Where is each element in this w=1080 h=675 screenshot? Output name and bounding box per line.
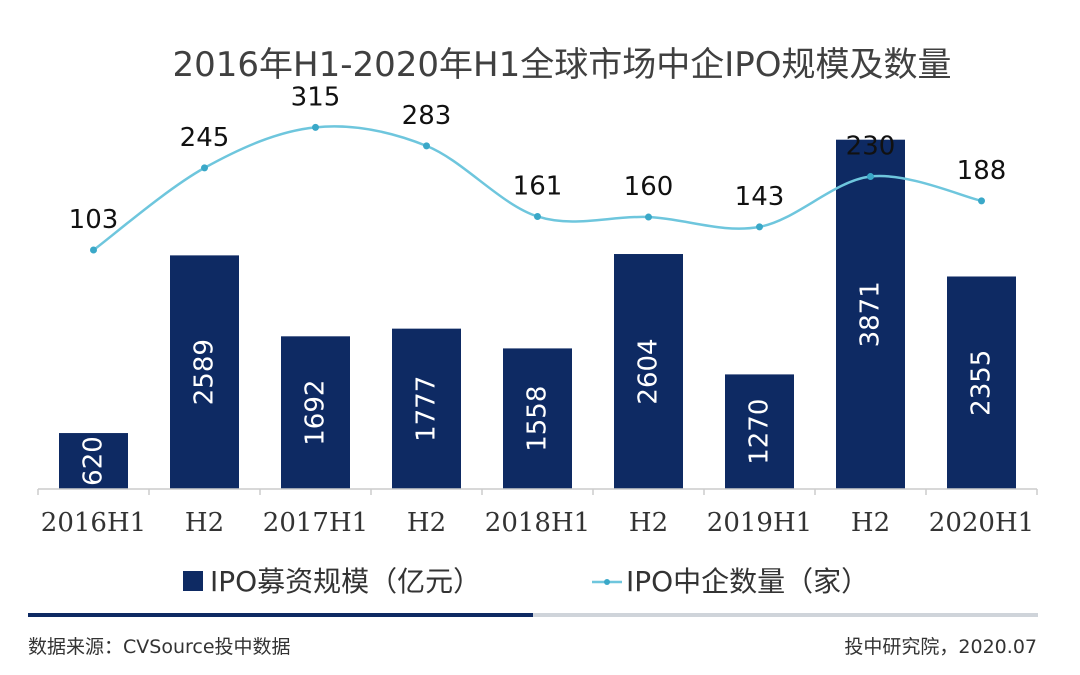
line-point-label: 103 bbox=[69, 205, 119, 235]
bar-labels-group: 620 2589 1692 1777 1558 2604 1270 3871 2355 bbox=[79, 281, 997, 486]
line-point-label: 161 bbox=[513, 171, 563, 201]
bar bbox=[392, 328, 461, 489]
legend-bar-label: IPO募资规模（亿元） bbox=[210, 565, 481, 598]
x-tick-label: H2 bbox=[851, 508, 890, 538]
x-tick-label: 2016H1 bbox=[41, 508, 146, 538]
line-point-label: 188 bbox=[957, 156, 1007, 186]
x-tick-label: 2019H1 bbox=[707, 508, 812, 538]
bar bbox=[170, 255, 239, 489]
legend-line-label: IPO中企数量（家） bbox=[626, 565, 869, 598]
legend-bar-swatch bbox=[183, 571, 203, 591]
line-group bbox=[90, 123, 985, 254]
line-point-label: 230 bbox=[846, 132, 896, 162]
x-tick-label: 2018H1 bbox=[485, 508, 590, 538]
line-point bbox=[201, 164, 208, 172]
line-point bbox=[312, 123, 319, 131]
legend-line-marker bbox=[604, 579, 610, 585]
bar-value-label: 620 bbox=[79, 436, 109, 486]
bars-group bbox=[59, 139, 1016, 489]
bar bbox=[725, 374, 794, 489]
bar-value-label: 1558 bbox=[523, 386, 553, 452]
bar-value-label: 1777 bbox=[412, 376, 442, 442]
line-point bbox=[423, 142, 430, 150]
bar bbox=[614, 254, 683, 489]
line-point-label: 315 bbox=[291, 82, 341, 112]
bar bbox=[836, 139, 905, 489]
line-point bbox=[756, 223, 763, 231]
point-labels-group: 103 245 315 283 161 160 143 230 188 bbox=[69, 82, 1007, 235]
footer-source: 数据来源：CVSource投中数据 bbox=[28, 636, 291, 658]
x-tick-label: 2017H1 bbox=[263, 508, 368, 538]
bar-value-label: 2355 bbox=[967, 350, 997, 416]
bar-value-label: 1270 bbox=[745, 399, 775, 465]
divider-dark bbox=[28, 613, 533, 617]
x-tick-label: H2 bbox=[629, 508, 668, 538]
bar bbox=[281, 336, 350, 489]
line-point bbox=[90, 246, 97, 254]
line-point-label: 245 bbox=[180, 123, 230, 153]
bar bbox=[947, 276, 1016, 489]
line-point-label: 160 bbox=[624, 172, 674, 202]
footer-credit: 投中研究院，2020.07 bbox=[844, 636, 1037, 658]
line-point bbox=[645, 213, 652, 221]
x-ticks-group: 2016H1 H2 2017H1 H2 2018H1 H2 2019H1 H2 2020H1 bbox=[37, 489, 1038, 538]
bar-value-label: 1692 bbox=[301, 380, 331, 446]
bar bbox=[503, 348, 572, 489]
line-point bbox=[534, 212, 541, 220]
bar-value-label: 2589 bbox=[190, 339, 220, 405]
line-point-label: 143 bbox=[735, 182, 785, 212]
bar-value-label: 3871 bbox=[856, 281, 886, 347]
chart-title: 2016年H1-2020年H1全球市场中企IPO规模及数量 bbox=[172, 45, 951, 85]
line-point bbox=[867, 173, 874, 181]
line-point bbox=[978, 197, 985, 205]
bar-value-label: 2604 bbox=[634, 338, 664, 404]
bar bbox=[59, 433, 128, 489]
line-point-label: 283 bbox=[402, 101, 452, 131]
x-tick-label: H2 bbox=[185, 508, 224, 538]
x-tick-label: H2 bbox=[407, 508, 446, 538]
x-tick-label: 2020H1 bbox=[929, 508, 1034, 538]
divider-light bbox=[533, 613, 1038, 617]
